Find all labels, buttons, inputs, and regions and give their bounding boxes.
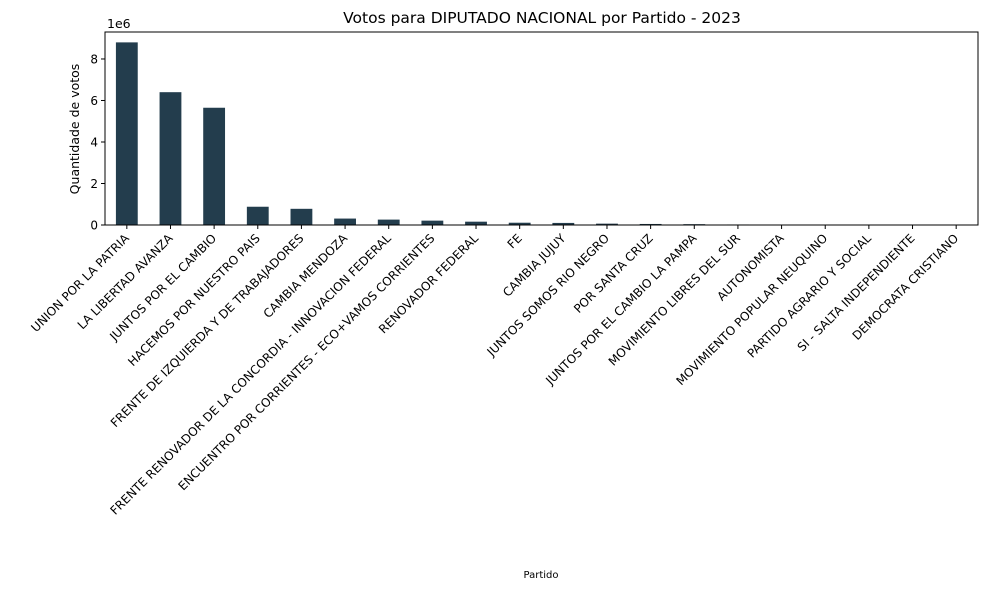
x-tick-label: CAMBIA MENDOZA [261, 231, 351, 321]
bar [377, 219, 400, 225]
bar [334, 218, 356, 225]
chart-title: Votos para DIPUTADO NACIONAL por Partido… [343, 9, 741, 27]
y-tick-label: 4 [90, 135, 98, 149]
bars-group [115, 42, 968, 225]
bar [552, 222, 575, 225]
bar [115, 42, 138, 225]
bar [508, 222, 531, 225]
y-tick-label: 8 [90, 52, 98, 66]
bar [639, 223, 662, 225]
y-tick-label: 2 [90, 177, 98, 191]
bar [465, 221, 487, 225]
bar [203, 107, 226, 225]
plot-frame [104, 31, 979, 226]
y-axis-label: Quantidade de votos [67, 64, 82, 195]
x-tick-label: FRENTE RENOVADOR DE LA CONCORDIA - INNOV… [107, 231, 394, 518]
x-tick-label: FE [505, 231, 525, 251]
bar [290, 208, 313, 225]
bar [421, 220, 444, 225]
x-tick-label: JUNTOS POR EL CAMBIO LA PAMPA [542, 231, 700, 389]
bar [159, 92, 182, 225]
bar [246, 206, 269, 225]
x-tick-label: POR SANTA CRUZ [571, 231, 656, 316]
y-tick-label: 6 [90, 94, 98, 108]
x-axis-label: Partido [524, 570, 559, 581]
y-ticks-group: 0 2 4 6 8 [90, 52, 105, 233]
y-axis-offset-label: 1e6 [107, 16, 131, 31]
bar [596, 223, 618, 225]
y-tick-label: 0 [90, 219, 98, 233]
